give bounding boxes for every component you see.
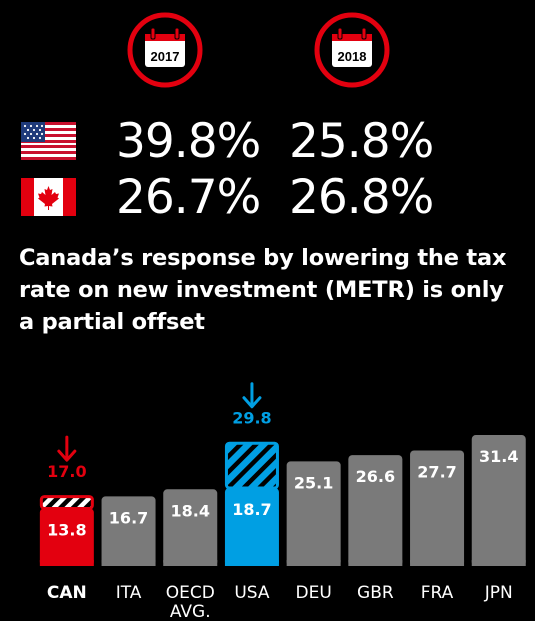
category-tick-label: USA xyxy=(234,583,270,603)
calendar-icon: 2018 xyxy=(314,12,390,88)
bar xyxy=(410,450,465,566)
category-tick-label: ITA xyxy=(116,583,142,603)
bar xyxy=(39,508,94,566)
bar-base xyxy=(101,560,156,566)
usa-rate-2018: 25.8% xyxy=(289,114,434,169)
calendar-icon: 2017 xyxy=(127,12,203,88)
down-arrow-icon xyxy=(242,382,262,409)
bar-value-label: 18.7 xyxy=(232,500,271,519)
bar-value-label: 18.4 xyxy=(171,501,210,520)
bar-value-label: 31.4 xyxy=(479,447,518,466)
bar-base xyxy=(471,560,526,566)
category-tick-label: JPN xyxy=(484,583,513,603)
canada-rate-2018: 26.8% xyxy=(289,170,434,225)
category-tick-label: FRA xyxy=(421,583,454,603)
previous-value-label: 29.8 xyxy=(232,409,271,428)
bar-chart: 17.0 13.8 CAN 16.7 ITA 18.4 OECD AVG. 29.8 18.7 US… xyxy=(39,382,526,621)
bar-base xyxy=(224,560,279,566)
category-tick-label: GBR xyxy=(357,583,394,603)
previous-value-bar xyxy=(39,495,94,510)
us-flag-icon xyxy=(21,122,76,160)
canada-rate-2017: 26.7% xyxy=(116,170,261,225)
canada-flag-icon xyxy=(21,178,76,216)
bar xyxy=(224,488,279,566)
usa-rate-2017: 39.8% xyxy=(116,114,261,169)
category-tick-label: CAN xyxy=(47,583,87,603)
category-tick-label: OECD AVG. xyxy=(166,583,215,621)
bar-value-label: 26.6 xyxy=(356,467,395,486)
previous-value-bar xyxy=(224,441,279,490)
bar-base xyxy=(163,560,218,566)
category-tick-label: DEU xyxy=(296,583,332,603)
bar-value-label: 13.8 xyxy=(47,520,86,539)
bar xyxy=(163,489,218,566)
bar xyxy=(286,461,341,566)
bar-value-label: 27.7 xyxy=(417,462,456,481)
year-2017: 2017 xyxy=(151,49,180,64)
previous-value-label: 17.0 xyxy=(47,462,86,481)
bar-value-label: 25.1 xyxy=(294,473,333,492)
bar-base xyxy=(39,560,94,566)
down-arrow-icon xyxy=(57,435,77,462)
bar-base xyxy=(286,560,341,566)
bar xyxy=(471,435,526,566)
bar-value-label: 16.7 xyxy=(109,508,148,527)
headline: Canada’s response by lowering the tax ra… xyxy=(19,245,507,335)
bar xyxy=(348,455,403,566)
bar xyxy=(101,496,156,566)
bar-base xyxy=(410,560,465,566)
bar-base xyxy=(348,560,403,566)
year-2018: 2018 xyxy=(338,49,367,64)
